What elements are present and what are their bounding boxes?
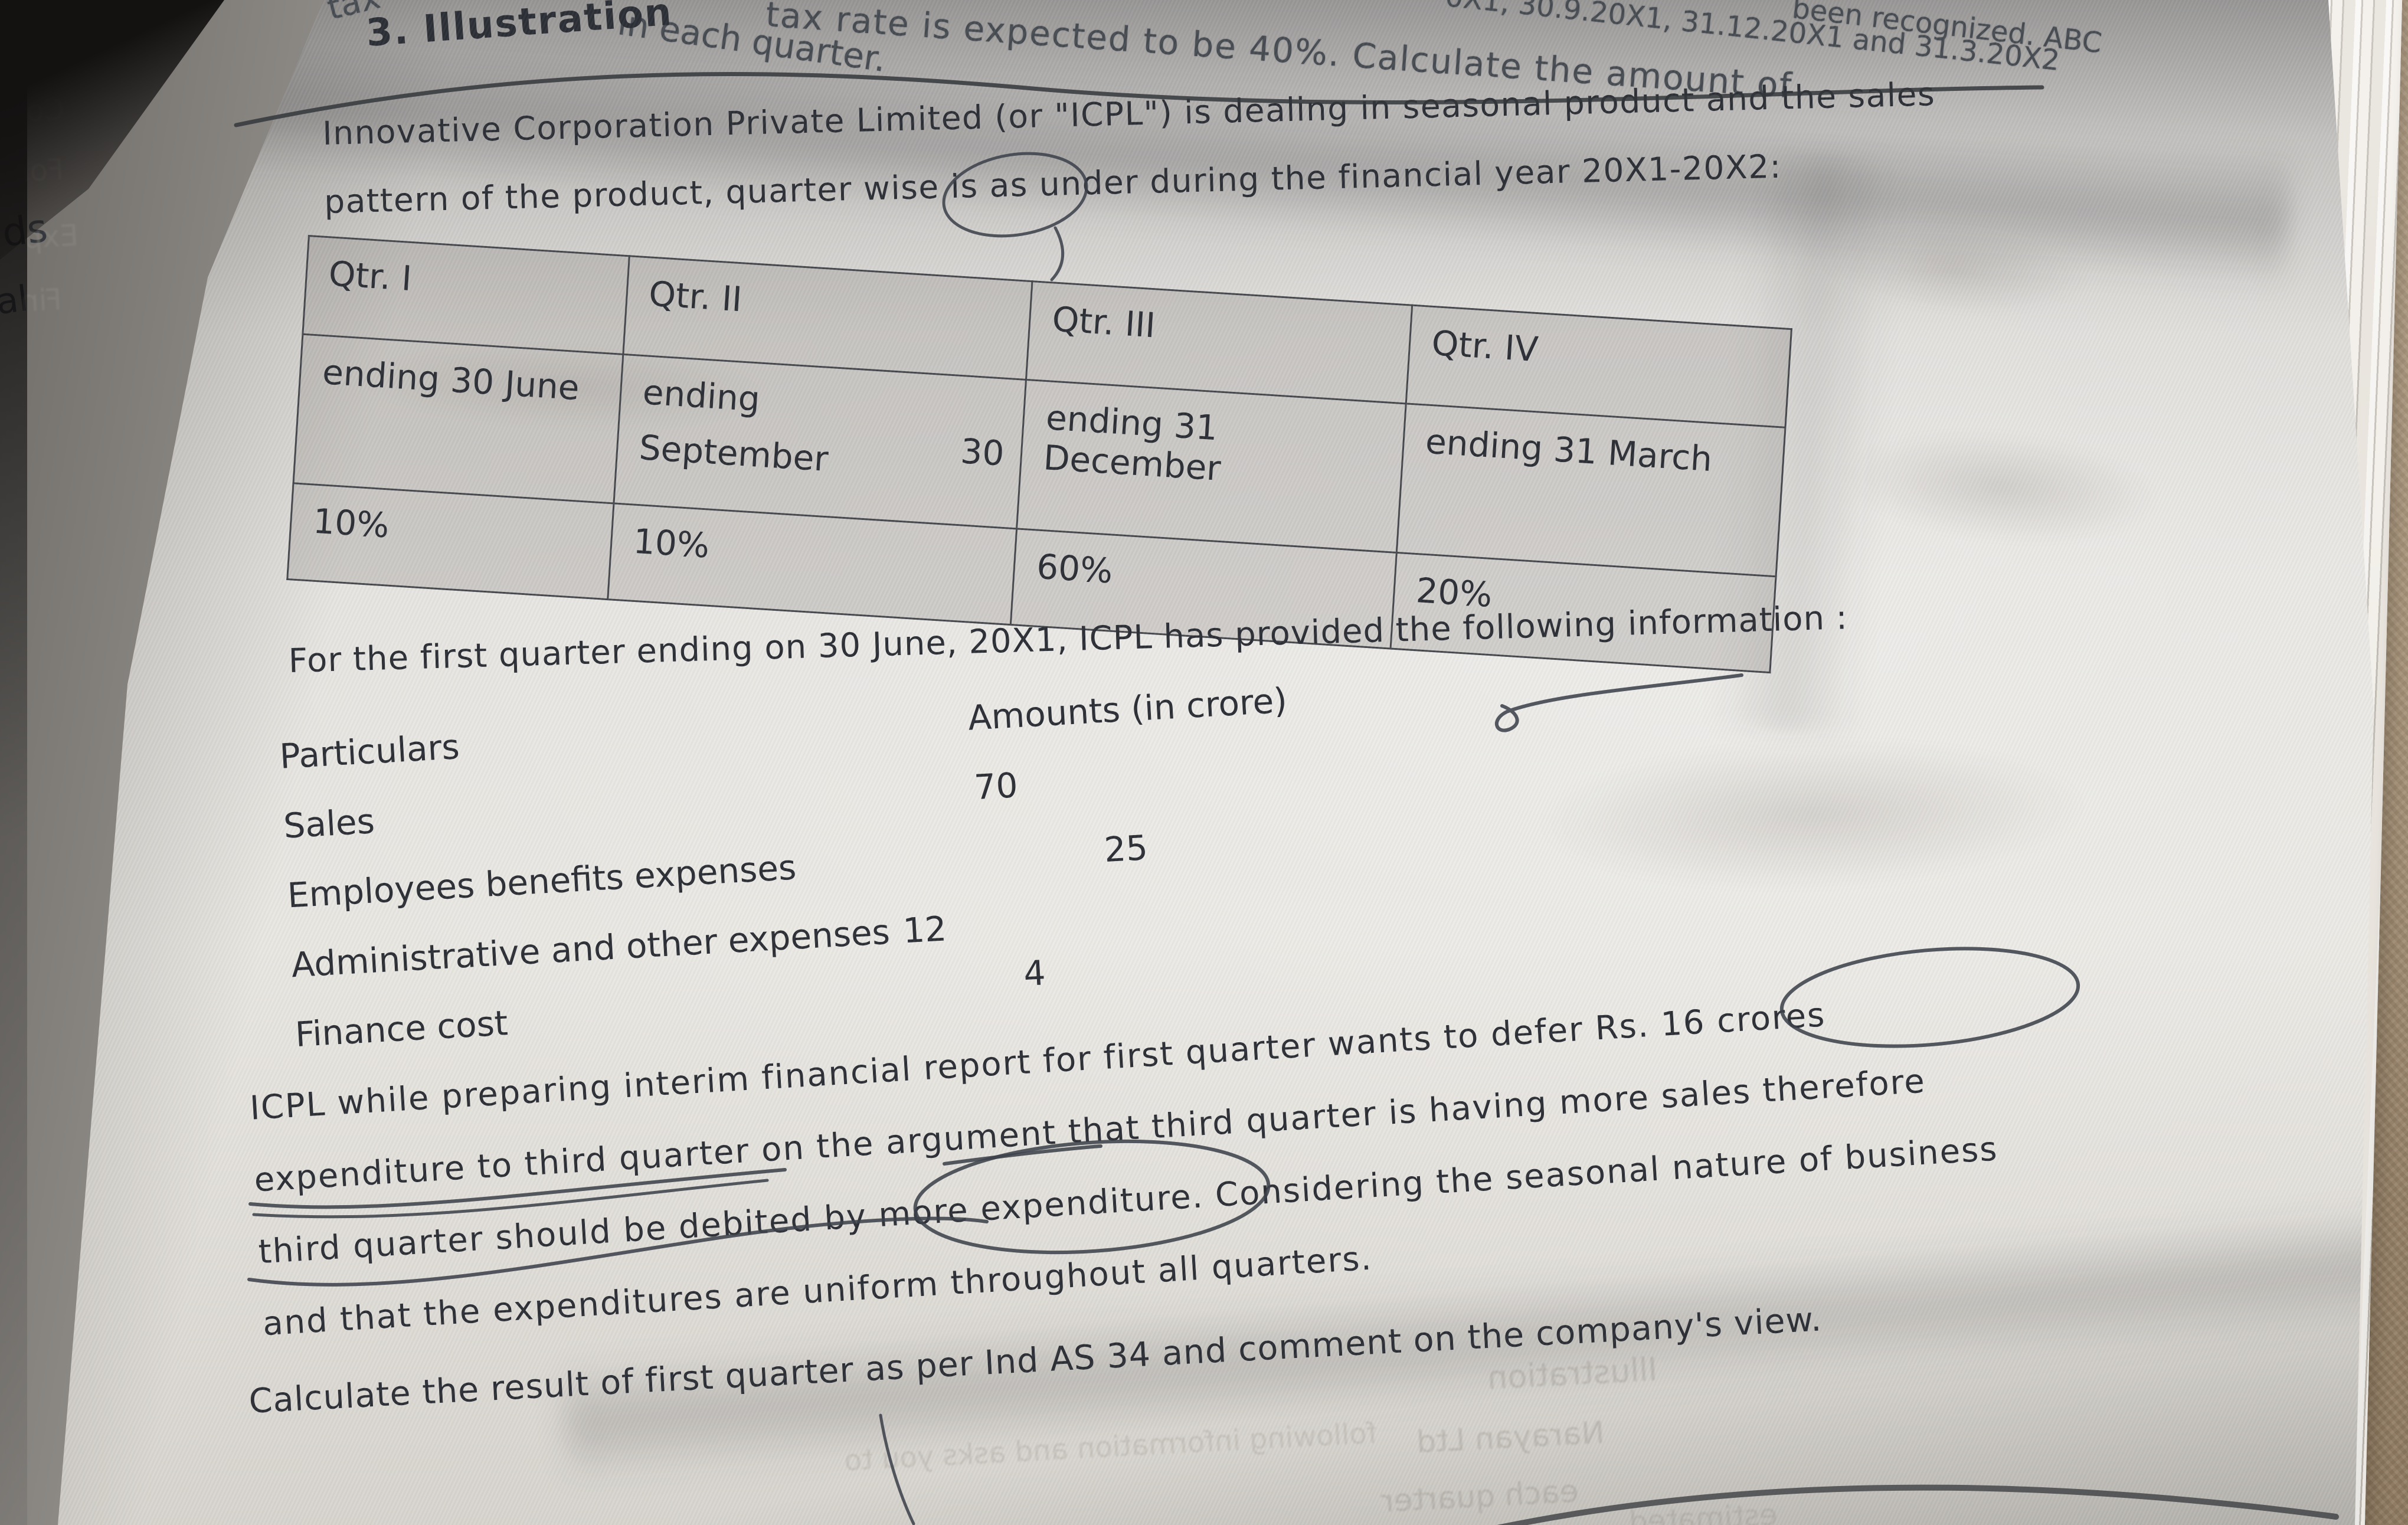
period-qtr-2-number: 30 bbox=[959, 431, 1006, 474]
ghost-text: following information and asks you to bbox=[843, 1416, 1378, 1478]
period-qtr-4: ending 31 March bbox=[1396, 403, 1785, 577]
ghost-text: Co bbox=[25, 92, 66, 129]
row-amount: 70 bbox=[973, 765, 1019, 808]
ghost-text: Exp bbox=[22, 218, 80, 256]
ghost-text: each quarter bbox=[1380, 1474, 1580, 1520]
ghost-text: Illustration bbox=[1486, 1350, 1658, 1397]
period-qtr-2-word2: September bbox=[638, 427, 830, 480]
particulars-row-sales: Sales 70 bbox=[282, 765, 1019, 849]
row-amount: 12 bbox=[902, 908, 948, 951]
ghost-text: Fin bbox=[19, 282, 63, 319]
row-amount: 25 bbox=[1103, 827, 1149, 871]
row-label: Administrative and other expenses bbox=[290, 911, 891, 986]
particulars-row-admin-expenses: Administrative and other expenses 12 bbox=[290, 908, 948, 987]
period-qtr-2-word1: ending bbox=[641, 372, 761, 420]
show-through-smudge bbox=[1532, 728, 2092, 901]
particulars-row-employee-benefits: Employees benefits expenses 25 bbox=[286, 827, 1149, 918]
show-through-smudge bbox=[1837, 417, 2165, 557]
share-qtr-1: 10% bbox=[287, 483, 614, 600]
particulars-list: Particulars Amounts (in crore) Sales 70 … bbox=[279, 680, 1288, 1084]
period-qtr-3: ending 31 December bbox=[1016, 379, 1406, 553]
row-amount: 4 bbox=[1022, 953, 1047, 994]
illustration-heading: 3. Illustration bbox=[365, 0, 674, 55]
amounts-col-label: Amounts (in crore) bbox=[967, 680, 1288, 738]
particulars-col-label: Particulars bbox=[279, 726, 461, 777]
row-label: Employees benefits expenses bbox=[286, 847, 797, 916]
particulars-header-row: Particulars Amounts (in crore) bbox=[279, 680, 1288, 779]
period-qtr-1: ending 30 June bbox=[293, 334, 623, 503]
ghost-text: Narayan Ltd bbox=[1415, 1415, 1605, 1461]
intro-paragraph: Innovative Corporation Private Limited (… bbox=[322, 60, 1938, 236]
period-qtr-2: ending 30 September bbox=[613, 354, 1026, 529]
header-qtr-1: Qtr. I bbox=[302, 235, 630, 355]
ghost-text: For bbox=[17, 152, 65, 189]
ghost-text: estimated bbox=[1628, 1497, 1779, 1525]
row-label: Sales bbox=[282, 801, 376, 846]
show-through-smudge bbox=[1814, 212, 2093, 325]
row-label: Finance cost bbox=[294, 1003, 509, 1055]
margin-fragment: al bbox=[0, 278, 31, 323]
